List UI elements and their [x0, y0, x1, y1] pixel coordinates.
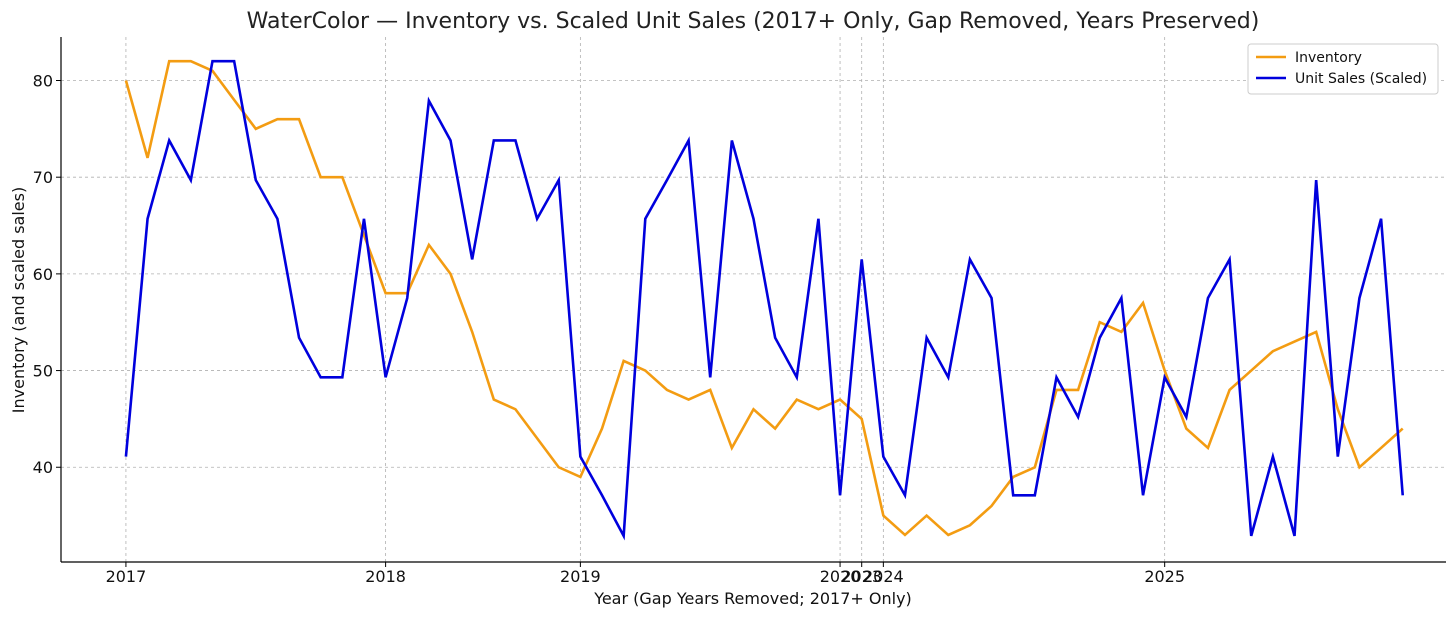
y-tick-label: 70 [33, 168, 53, 187]
x-tick-label: 2024 [863, 567, 904, 586]
legend-box [1247, 43, 1439, 95]
x-tick-label: 2020 [820, 567, 861, 586]
x-axis-label: Year (Gap Years Removed; 2017+ Only) [593, 589, 912, 608]
legend-label-unit-sales: Unit Sales (Scaled) [1295, 71, 1427, 87]
axes [60, 37, 1446, 563]
y-tick-label: 60 [33, 265, 53, 284]
legend: Inventory Unit Sales (Scaled) [1247, 43, 1439, 95]
x-tick-label: 2023 [841, 567, 882, 586]
x-tick-label: 2025 [1144, 567, 1185, 586]
x-tick-label: 2018 [365, 567, 406, 586]
legend-label-inventory: Inventory [1295, 50, 1362, 66]
x-tick-label: 2019 [560, 567, 601, 586]
y-tick-label: 40 [33, 458, 53, 477]
x-tick-label: 2017 [106, 567, 147, 586]
y-tick-label: 80 [33, 72, 53, 91]
gridlines [61, 37, 1446, 562]
series-line-unit-sales [124, 59, 1405, 541]
series-line-inventory [124, 59, 1404, 537]
series-lines [124, 59, 1405, 541]
y-tick-label: 50 [33, 362, 53, 381]
y-axis-label: Inventory (and scaled sales) [9, 187, 28, 413]
chart-title: WaterColor — Inventory vs. Scaled Unit S… [247, 9, 1260, 34]
